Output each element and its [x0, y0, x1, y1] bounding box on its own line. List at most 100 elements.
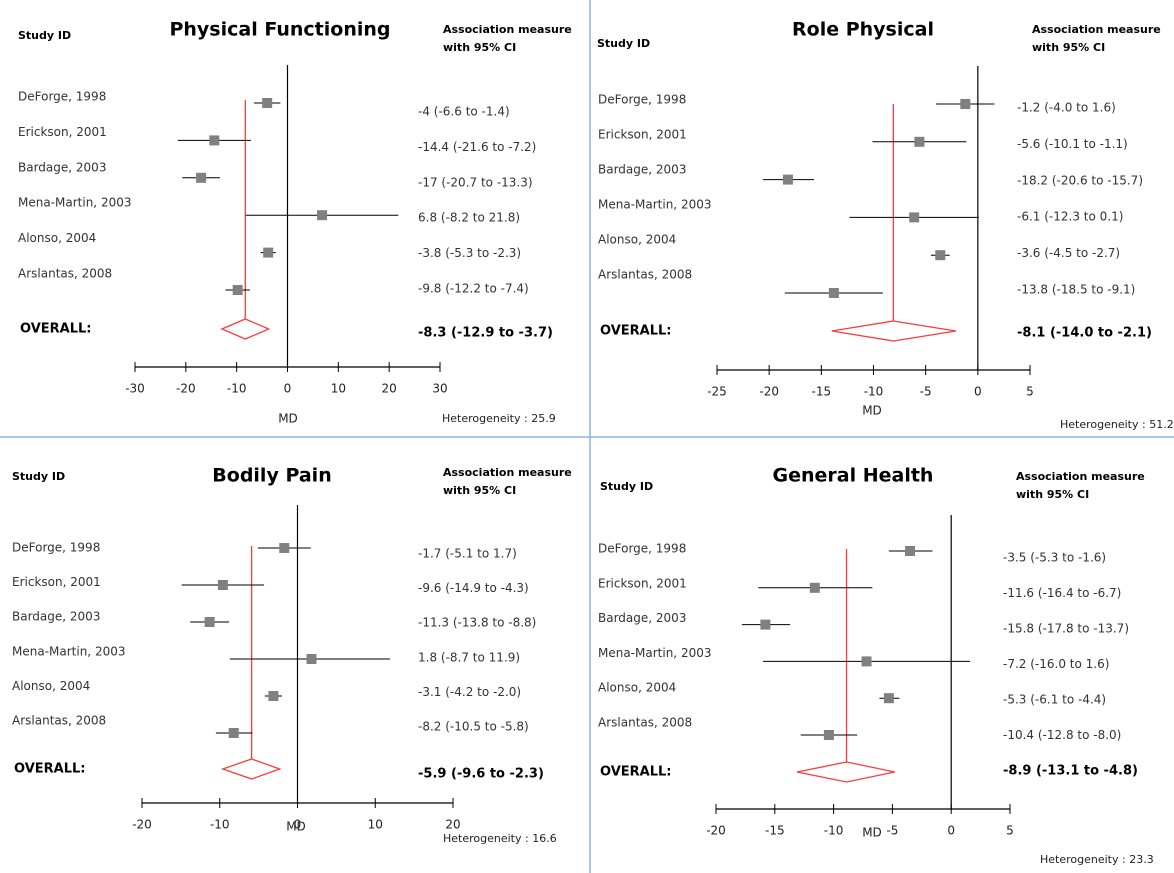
study-name: Alonso, 2004 [18, 231, 96, 245]
overall-value-label: -8.3 (-12.9 to -3.7) [418, 326, 553, 341]
study-name: Mena-Martin, 2003 [598, 198, 711, 212]
point-estimate [760, 619, 771, 630]
study-name: Erickson, 2001 [18, 125, 107, 139]
value-label: 6.8 (-8.2 to 21.8) [418, 211, 520, 225]
x-tick-label: 5 [1026, 385, 1034, 399]
x-tick-label: -5 [886, 824, 898, 838]
point-estimate [268, 691, 279, 701]
overall-diamond [797, 761, 895, 783]
value-label: -3.5 (-5.3 to -1.6) [1003, 551, 1106, 565]
study-name: Mena-Martin, 2003 [18, 196, 131, 210]
x-tick-label: -30 [125, 382, 145, 396]
study-name: Bardage, 2003 [598, 611, 686, 625]
point-estimate [306, 654, 317, 664]
point-estimate [262, 98, 273, 108]
x-tick-label: -10 [824, 824, 844, 838]
measure-header: with 95% CI [1032, 41, 1105, 54]
x-tick-label: -20 [132, 818, 152, 832]
study-name: Arslantas, 2008 [598, 268, 692, 282]
overall-diamond [831, 320, 957, 342]
x-tick-label: -10 [210, 818, 230, 832]
value-label: -1.7 (-5.1 to 1.7) [418, 547, 517, 561]
chart-title: Role Physical [792, 19, 934, 41]
study-name: Mena-Martin, 2003 [12, 644, 125, 658]
value-label: -11.6 (-16.4 to -6.7) [1003, 586, 1121, 600]
value-label: -1.2 (-4.0 to 1.6) [1017, 101, 1116, 115]
x-tick-label: -10 [864, 385, 884, 399]
value-label: -6.1 (-12.3 to 0.1) [1017, 210, 1123, 224]
point-estimate [228, 728, 239, 738]
value-label: -15.8 (-17.8 to -13.7) [1003, 622, 1129, 636]
study-name: Arslantas, 2008 [12, 714, 106, 728]
point-estimate [232, 285, 243, 295]
point-estimate [828, 288, 839, 298]
value-label: -14.4 (-21.6 to -7.2) [418, 140, 536, 154]
overall-diamond [220, 318, 271, 340]
value-label: -3.8 (-5.3 to -2.3) [418, 246, 521, 260]
x-tick-label: 0 [947, 824, 955, 838]
heterogeneity: Heterogeneity : 25.9 [442, 412, 556, 425]
point-estimate [217, 580, 228, 590]
point-estimate [909, 212, 920, 223]
x-tick-label: -20 [706, 824, 726, 838]
x-tick-label: 30 [432, 382, 447, 396]
x-axis-label: MD [862, 404, 882, 418]
measure-header: Association measure [1032, 23, 1161, 36]
point-estimate [905, 546, 916, 556]
value-label: -4 (-6.6 to -1.4) [418, 105, 510, 119]
value-label: 1.8 (-8.7 to 11.9) [418, 650, 520, 664]
x-axis-label: MD [862, 826, 882, 840]
measure-header: Association measure [443, 466, 572, 479]
x-tick-label: -5 [920, 385, 932, 399]
study-name: Erickson, 2001 [598, 128, 687, 142]
measure-header: with 95% CI [443, 41, 516, 54]
x-tick-label: 0 [284, 382, 292, 396]
measure-header: Association measure [443, 23, 572, 36]
study-name: Alonso, 2004 [598, 233, 676, 247]
value-label: -9.6 (-14.9 to -4.3) [418, 581, 529, 595]
point-estimate [883, 693, 894, 704]
heterogeneity: Heterogeneity : 51.2 [1060, 418, 1174, 431]
value-label: -3.1 (-4.2 to -2.0) [418, 685, 521, 699]
study-name: Alonso, 2004 [598, 681, 676, 695]
chart-title: General Health [773, 465, 934, 487]
point-estimate [809, 582, 820, 593]
measure-header: Association measure [1016, 470, 1145, 483]
study-name: Erickson, 2001 [598, 576, 687, 590]
study-name: DeForge, 1998 [598, 542, 686, 556]
value-label: -5.3 (-6.1 to -4.4) [1003, 693, 1106, 707]
x-tick-label: 20 [382, 382, 397, 396]
study-name: Bardage, 2003 [18, 160, 106, 174]
study-name: Bardage, 2003 [12, 610, 100, 624]
chart-title: Physical Functioning [169, 19, 390, 41]
study-name: Mena-Martin, 2003 [598, 646, 711, 660]
x-tick-label: -10 [227, 382, 247, 396]
overall-diamond [220, 758, 282, 780]
overall-label: OVERALL: [20, 322, 91, 337]
point-estimate [196, 172, 207, 183]
x-tick-label: 0 [294, 818, 302, 832]
x-tick-label: -15 [812, 385, 832, 399]
overall-value-label: -5.9 (-9.6 to -2.3) [418, 767, 544, 782]
study-name: Erickson, 2001 [12, 575, 101, 589]
value-label: -8.2 (-10.5 to -5.8) [418, 720, 529, 734]
point-estimate [823, 730, 834, 740]
value-label: -13.8 (-18.5 to -9.1) [1017, 283, 1135, 297]
study-name: DeForge, 1998 [12, 541, 100, 555]
value-label: -7.2 (-16.0 to 1.6) [1003, 657, 1109, 671]
x-tick-label: -15 [765, 824, 785, 838]
point-estimate [861, 656, 872, 667]
chart-title: Bodily Pain [212, 465, 331, 487]
overall-value-label: -8.1 (-14.0 to -2.1) [1017, 326, 1152, 341]
study-id-header: Study ID [600, 480, 653, 493]
point-estimate [279, 543, 290, 553]
measure-header: with 95% CI [1016, 488, 1089, 501]
measure-header: with 95% CI [443, 484, 516, 497]
point-estimate [782, 174, 793, 185]
value-label: -11.3 (-13.8 to -8.8) [418, 616, 536, 630]
x-tick-label: 10 [331, 382, 346, 396]
point-estimate [935, 250, 946, 261]
value-label: -18.2 (-20.6 to -15.7) [1017, 173, 1143, 187]
point-estimate [960, 99, 971, 109]
